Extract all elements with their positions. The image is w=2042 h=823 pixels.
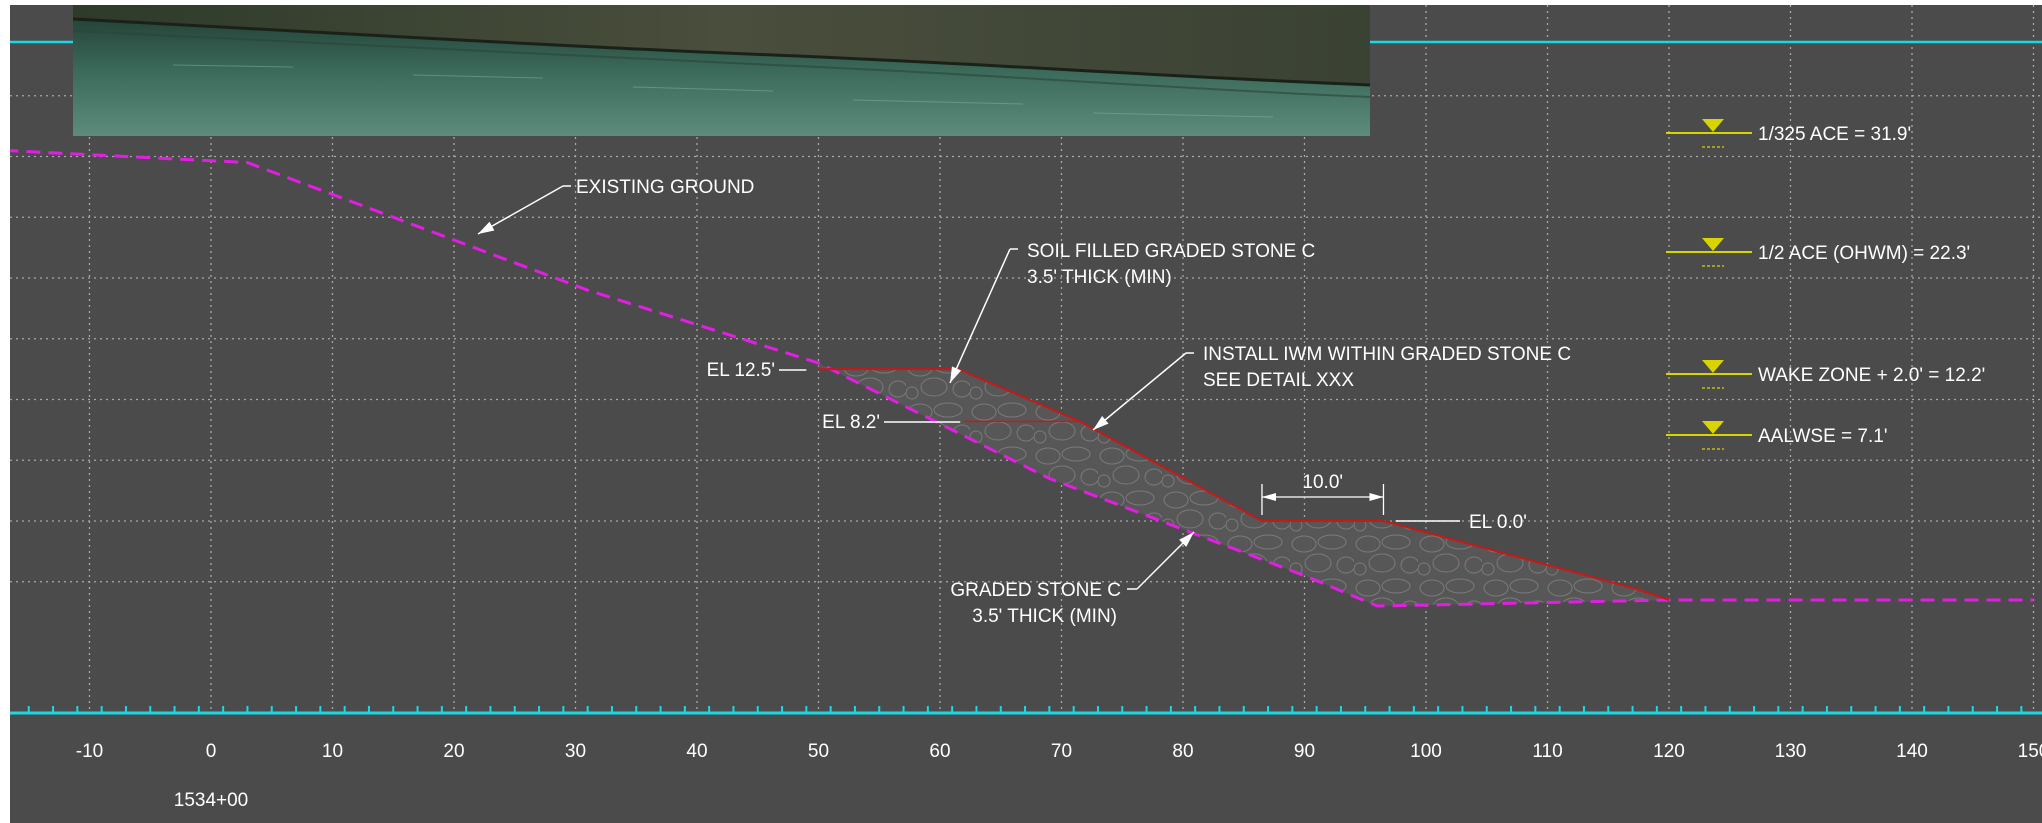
iwm-label-line1: INSTALL IWM WITHIN GRADED STONE C (1203, 344, 1571, 365)
proposed-grade-line (818, 368, 1670, 601)
x-tick-label: 110 (1532, 741, 1562, 762)
water-level-entry: WAKE ZONE + 2.0' = 12.2' (1666, 360, 1985, 389)
water-level-label: AALWSE = 7.1' (1758, 426, 1887, 447)
x-tick-label: 120 (1653, 741, 1685, 762)
x-tick-label: 20 (443, 741, 464, 762)
water-level-entry: AALWSE = 7.1' (1666, 421, 1887, 450)
x-axis: -10 0 10 20 30 40 50 60 70 80 90 100 110 120 130 140 150… (10, 706, 2042, 811)
elevation-label-bench: EL 8.2' (822, 412, 880, 433)
x-tick-label: 100 (1410, 741, 1442, 762)
arrowhead-leader-icon (950, 366, 962, 383)
existing-ground-line (10, 149, 2034, 608)
soil-filled-label-line1: SOIL FILLED GRADED STONE C (1027, 241, 1315, 262)
x-tick-label: 50 (808, 741, 829, 762)
dimension-label: 10.0' (1302, 472, 1343, 493)
x-tick-label: 140 (1896, 741, 1928, 762)
riverbank-photo (73, 5, 1370, 136)
x-tick-label: -10 (76, 741, 103, 762)
x-tick-label: 70 (1051, 741, 1072, 762)
x-tick-label: 80 (1172, 741, 1193, 762)
cad-cross-section-sheet: -10 0 10 20 30 40 50 60 70 80 90 100 110 120 130 140 150… (10, 5, 2042, 823)
water-surface-triangle-icon (1702, 238, 1724, 251)
x-tick-label: 0 (206, 741, 217, 762)
water-surface-triangle-icon (1702, 360, 1724, 373)
existing-ground-label: EXISTING GROUND (576, 177, 754, 198)
iwm-label-line2: SEE DETAIL XXX (1203, 370, 1354, 391)
arrowhead-leader-icon (1093, 415, 1109, 430)
profile-lines (10, 149, 2034, 608)
station-label: 1534+00 (174, 790, 249, 811)
x-tick-label: 30 (565, 741, 586, 762)
arrowhead-leader-icon (478, 221, 495, 234)
water-level-legend: 1/325 ACE = 31.9' 1/2 ACE (OHWM) = 22.3' W… (1666, 119, 1985, 450)
x-tick-label: 90 (1294, 741, 1315, 762)
x-tick-label: 150 (2018, 741, 2042, 762)
dimension-arrow-icon (1261, 493, 1276, 501)
water-surface-triangle-icon (1702, 421, 1724, 434)
iwm-leader (1092, 352, 1187, 431)
water-level-label: WAKE ZONE + 2.0' = 12.2' (1758, 365, 1985, 386)
water-level-label: 1/325 ACE = 31.9' (1758, 124, 1911, 145)
x-tick-label: 60 (929, 741, 950, 762)
arrowhead-leader-icon (1179, 532, 1194, 547)
soil-filled-label-line2: 3.5' THICK (MIN) (1027, 267, 1172, 288)
dimension-arrow-icon (1369, 493, 1384, 501)
graded-stone-label-line2: 3.5' THICK (MIN) (972, 606, 1117, 627)
graded-stone-label-line1: GRADED STONE C (950, 580, 1121, 601)
elevation-label-top: EL 12.5' (707, 360, 775, 381)
soil-filled-leader (949, 248, 1011, 384)
water-level-label: 1/2 ACE (OHWM) = 22.3' (1758, 243, 1970, 264)
x-tick-label: 130 (1775, 741, 1807, 762)
existing-ground-leader (477, 185, 564, 235)
x-tick-label: 10 (322, 741, 343, 762)
elevation-label-toe: EL 0.0' (1469, 512, 1527, 533)
water-surface-triangle-icon (1702, 119, 1724, 132)
annotations-layer: EXISTING GROUND SOIL FILLED GRADED STONE … (477, 177, 1571, 627)
water-level-entry: 1/2 ACE (OHWM) = 22.3' (1666, 238, 1970, 267)
x-tick-label: 40 (686, 741, 707, 762)
graded-stone-rockfill-area (818, 363, 1669, 607)
water-level-entry: 1/325 ACE = 31.9' (1666, 119, 1911, 148)
